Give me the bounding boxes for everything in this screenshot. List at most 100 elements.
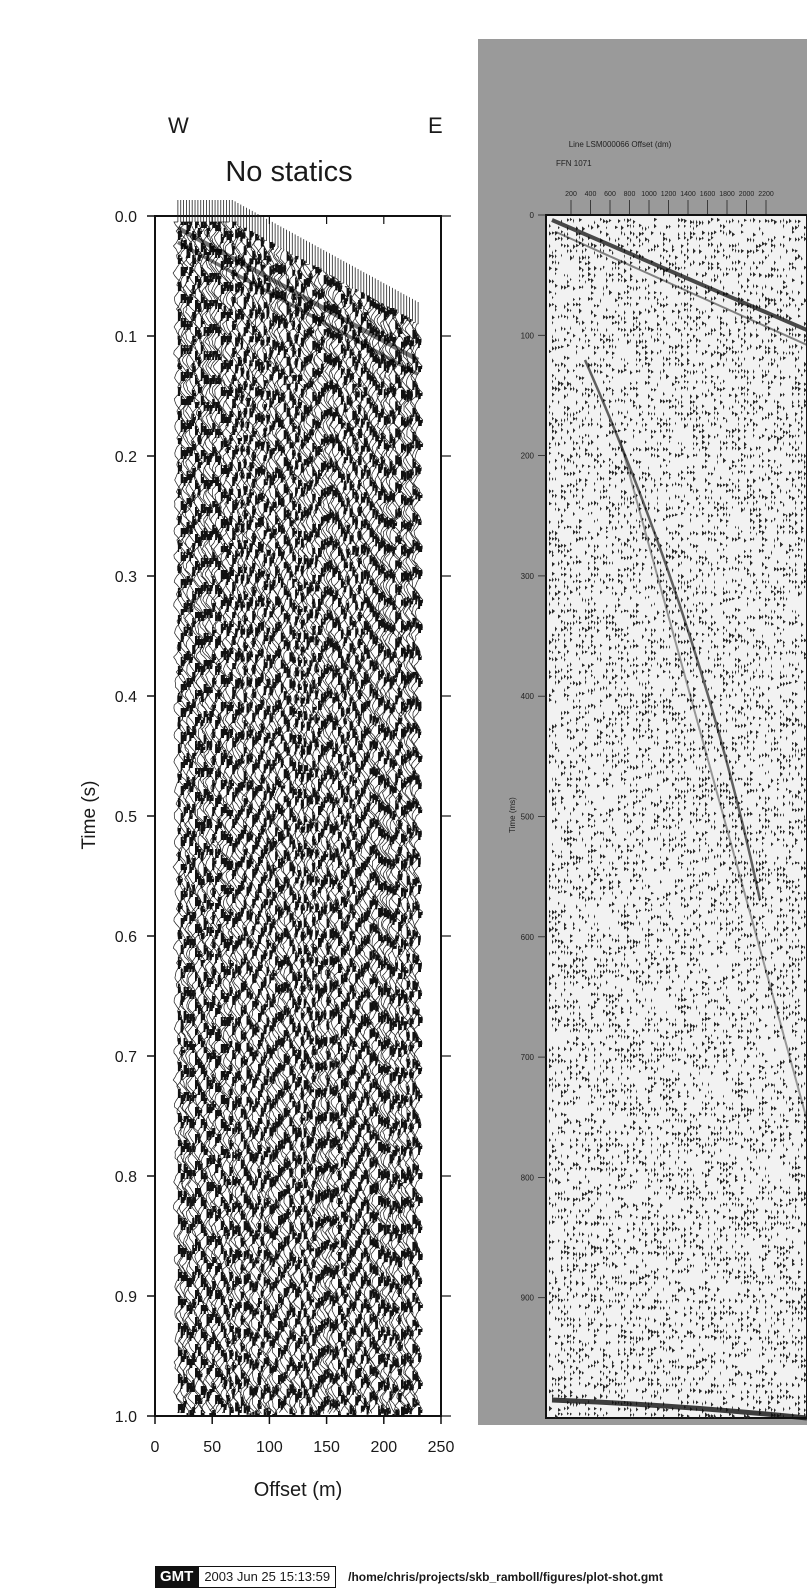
seismic-trace-fill (263, 248, 269, 1416)
left-y-tick-label: 0.7 (115, 1049, 137, 1066)
direct-arrival-event (177, 240, 419, 376)
seismic-trace-fill (375, 303, 381, 1405)
seismic-trace-fill (280, 263, 286, 1410)
seismic-trace-fill (358, 300, 363, 1401)
right-y-tick-label: 400 (521, 692, 535, 701)
right-x-tick-label: 2000 (739, 191, 755, 198)
seismic-trace-fill (255, 234, 260, 1417)
seismic-trace-fill (318, 269, 323, 1415)
seismic-event (551, 218, 807, 332)
seismic-trace-fill (329, 278, 335, 1410)
seismic-trace-fill (203, 222, 209, 1398)
left-y-tick-label: 0.5 (115, 809, 137, 826)
right-plot-frame (545, 214, 807, 1419)
left-y-tick-label: 0.9 (115, 1289, 137, 1306)
right-x-tick-label: 600 (604, 191, 616, 198)
right-x-tick-label: 200 (565, 191, 577, 198)
seismic-trace (407, 320, 418, 1414)
right-x-tick-label: 1200 (661, 191, 677, 198)
seismic-trace-fill (406, 317, 412, 1413)
right-y-tick-label: 900 (521, 1294, 535, 1303)
seismic-trace-fill (195, 222, 200, 1404)
seismic-event (583, 359, 762, 901)
right-y-tick-label: 600 (521, 933, 535, 942)
seismic-trace (244, 230, 255, 1414)
seismic-trace-fill (283, 265, 289, 1406)
west-label: W (168, 113, 189, 138)
seismic-trace-fill (346, 287, 352, 1416)
seismic-trace-fill (338, 283, 343, 1417)
seismic-event (619, 439, 807, 1121)
seismic-trace-fill (372, 298, 378, 1400)
direct-arrival-event (176, 226, 420, 362)
seismic-trace-fill (386, 306, 392, 1417)
right-header-title: Line LSM000066 Offset (dm) (569, 140, 672, 149)
seismic-event (555, 231, 807, 346)
seismic-trace (298, 260, 309, 1414)
right-y-tick-label: 700 (521, 1053, 535, 1062)
seismic-trace-fill (220, 234, 226, 1407)
seismic-trace-fill (349, 295, 355, 1415)
seismic-event (551, 1397, 807, 1421)
right-y-tick-label: 100 (521, 331, 535, 340)
left-y-tick-label: 0.0 (115, 209, 137, 226)
left-y-tick-label: 0.2 (115, 449, 137, 466)
seismic-trace-fill (335, 281, 340, 1410)
right-x-tick-label: 1000 (641, 191, 657, 198)
seismic-trace (338, 282, 349, 1412)
seismic-trace-fill (266, 255, 272, 1417)
seismic-trace-fill (189, 222, 194, 1416)
seismic-trace (409, 322, 421, 1412)
seismic-trace-fill (323, 275, 329, 1407)
seismic-trace (361, 295, 372, 1412)
seismic-trace-fill (226, 231, 232, 1404)
seismic-trace (307, 265, 318, 1413)
left-wiggle-traces (172, 200, 424, 1417)
gmt-date: 2003 Jun 25 15:13:59 (198, 1566, 337, 1588)
seismic-trace (287, 254, 298, 1414)
seismic-trace-fill (403, 316, 409, 1415)
right-x-tick-label: 800 (624, 191, 636, 198)
seismic-trace-fill (380, 303, 386, 1414)
left-x-tick-label: 50 (203, 1439, 221, 1456)
seismic-trace-fill (240, 229, 246, 1409)
left-x-tick-label: 100 (256, 1439, 283, 1456)
seismic-trace (392, 312, 404, 1415)
left-y-tick-label: 1.0 (115, 1409, 137, 1426)
seismic-trace (292, 257, 304, 1414)
seismic-trace-fill (383, 308, 389, 1416)
seismic-trace-fill (306, 277, 312, 1406)
seismic-trace (384, 307, 395, 1413)
seismic-trace-fill (186, 222, 192, 1416)
seismic-trace (295, 259, 307, 1412)
seismic-trace-fill (312, 265, 317, 1415)
right-x-tick-label: 1800 (719, 191, 735, 198)
right-x-tick-label: 2200 (758, 191, 774, 198)
seismic-trace-fill (252, 232, 257, 1415)
seismic-trace (238, 227, 249, 1414)
seismic-trace (226, 221, 238, 1414)
left-y-tick-label: 0.6 (115, 929, 137, 946)
seismic-trace-fill (192, 231, 197, 1416)
seismic-trace-fill (197, 228, 203, 1404)
right-y-tick-label: 300 (521, 572, 535, 581)
left-x-tick-label: 0 (151, 1439, 160, 1456)
seismic-trace-fill (389, 308, 395, 1401)
ffn-label: FFN 1071 (556, 159, 592, 168)
seismic-trace-fill (200, 222, 206, 1416)
seismic-trace (261, 240, 272, 1414)
right-y-axis-ticks: 0 100 200 300 400 500 600 700 800 900 (521, 211, 546, 1303)
gmt-timestamp-stamp: GMT 2003 Jun 25 15:13:59 /home/chris/pro… (155, 1566, 663, 1588)
seismic-trace (250, 234, 261, 1414)
seismic-trace-fill (326, 276, 332, 1405)
right-y-tick-label: 200 (521, 452, 535, 461)
seismic-trace-fill (366, 295, 372, 1415)
seismic-trace-fill (289, 256, 295, 1415)
seismic-trace-fill (363, 312, 369, 1411)
seismic-trace-fill (398, 328, 403, 1402)
east-label: E (428, 113, 443, 138)
seismic-trace-fill (246, 238, 252, 1415)
left-x-tick-label: 250 (428, 1439, 455, 1456)
seismic-trace-fill (209, 222, 214, 1416)
